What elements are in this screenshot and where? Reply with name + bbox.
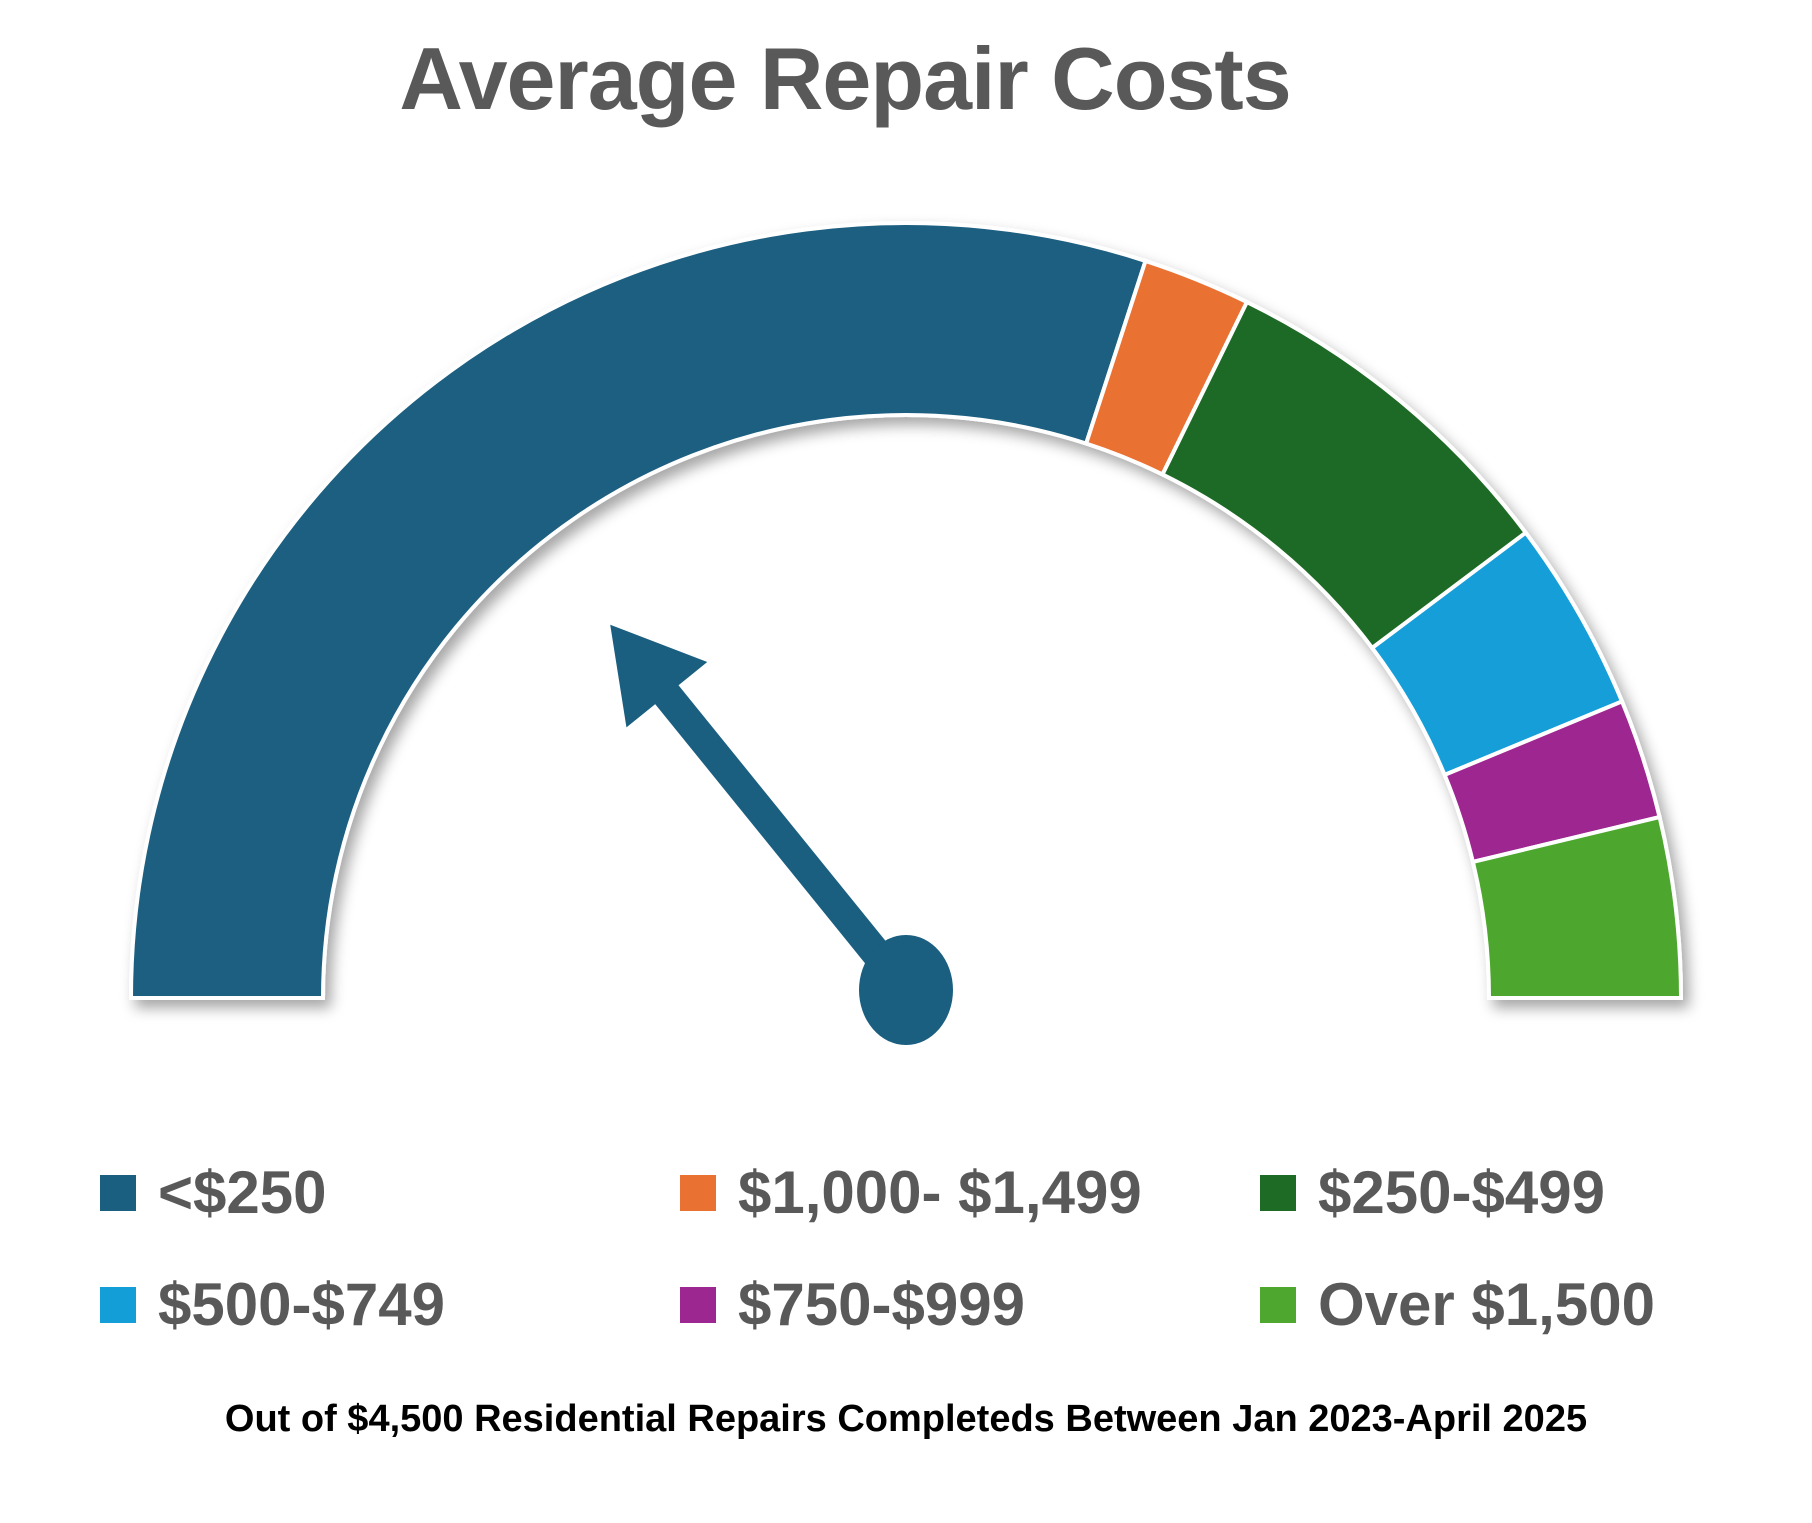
gauge-segment-0 xyxy=(128,221,1149,1000)
gauge-chart xyxy=(128,221,1684,1045)
chart-footnote: Out of $4,500 Residential Repairs Comple… xyxy=(224,1398,1588,1440)
chart-legend: <$250 $1,000- $1,499 $250-$499 $500-$749 $75… xyxy=(100,1158,1800,1388)
legend-item: $750-$999 xyxy=(680,1270,1025,1339)
legend-swatch xyxy=(680,1286,716,1323)
legend-swatch xyxy=(100,1286,136,1323)
legend-label: Over $1,500 xyxy=(1318,1271,1655,1338)
legend-item: <$250 xyxy=(100,1158,327,1227)
chart-title: Average Repair Costs xyxy=(399,29,1291,128)
legend-swatch xyxy=(1260,1174,1296,1211)
legend-item: Over $1,500 xyxy=(1260,1270,1655,1339)
gauge-needle xyxy=(610,624,953,1045)
legend-swatch xyxy=(100,1174,136,1211)
needle-hub xyxy=(859,935,953,1045)
legend-label: $1,000- $1,499 xyxy=(738,1159,1142,1226)
legend-swatch xyxy=(680,1174,716,1211)
legend-item: $500-$749 xyxy=(100,1270,445,1339)
legend-label: <$250 xyxy=(158,1159,327,1226)
legend-label: $500-$749 xyxy=(158,1271,445,1338)
legend-item: $1,000- $1,499 xyxy=(680,1158,1142,1227)
legend-label: $750-$999 xyxy=(738,1271,1025,1338)
gauge-segment-5 xyxy=(1470,814,1684,1000)
legend-label: $250-$499 xyxy=(1318,1159,1605,1226)
legend-item: $250-$499 xyxy=(1260,1158,1605,1227)
needle-shaft xyxy=(642,669,918,1000)
needle-arrowhead xyxy=(610,624,708,728)
legend-swatch xyxy=(1260,1286,1296,1323)
